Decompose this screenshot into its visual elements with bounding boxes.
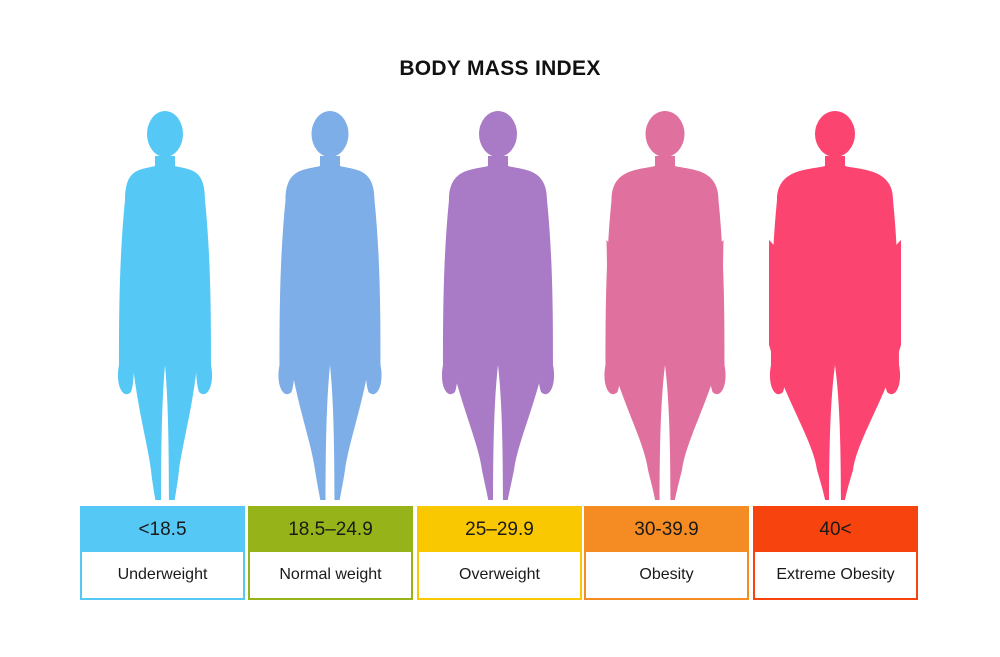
silhouette-head bbox=[479, 111, 517, 157]
bmi-range: 40< bbox=[755, 508, 916, 552]
silhouette-body bbox=[604, 156, 726, 500]
bmi-card: 25–29.9 Overweight bbox=[417, 506, 582, 600]
body-silhouette bbox=[768, 111, 902, 500]
bmi-range: 25–29.9 bbox=[419, 508, 580, 552]
bmi-card: <18.5 Underweight bbox=[80, 506, 245, 600]
silhouette-body bbox=[768, 156, 902, 500]
page-title: BODY MASS INDEX bbox=[399, 57, 601, 80]
body-silhouette bbox=[118, 111, 212, 500]
body-silhouette bbox=[604, 111, 726, 500]
body-silhouette bbox=[278, 111, 382, 500]
bmi-label: Obesity bbox=[586, 552, 747, 598]
bmi-category-cards: <18.5 Underweight 18.5–24.9 Normal weight 25… bbox=[0, 506, 1000, 600]
silhouette-body bbox=[118, 156, 212, 500]
bmi-range: 30-39.9 bbox=[586, 508, 747, 552]
bmi-range: <18.5 bbox=[82, 508, 243, 552]
bmi-label: Extreme Obesity bbox=[755, 552, 916, 598]
silhouette-head bbox=[147, 111, 183, 157]
body-silhouette bbox=[442, 111, 554, 500]
silhouette-body bbox=[278, 156, 382, 500]
bmi-label: Overweight bbox=[419, 552, 580, 598]
body-silhouettes bbox=[118, 111, 902, 500]
silhouette-head bbox=[645, 111, 685, 157]
silhouette-head bbox=[311, 111, 349, 157]
bmi-card: 40< Extreme Obesity bbox=[753, 506, 918, 600]
bmi-label: Normal weight bbox=[250, 552, 411, 598]
bmi-range: 18.5–24.9 bbox=[250, 508, 411, 552]
silhouette-head bbox=[815, 111, 855, 157]
bmi-label: Underweight bbox=[82, 552, 243, 598]
bmi-card: 30-39.9 Obesity bbox=[584, 506, 749, 600]
bmi-card: 18.5–24.9 Normal weight bbox=[248, 506, 413, 600]
silhouette-body bbox=[442, 156, 554, 500]
